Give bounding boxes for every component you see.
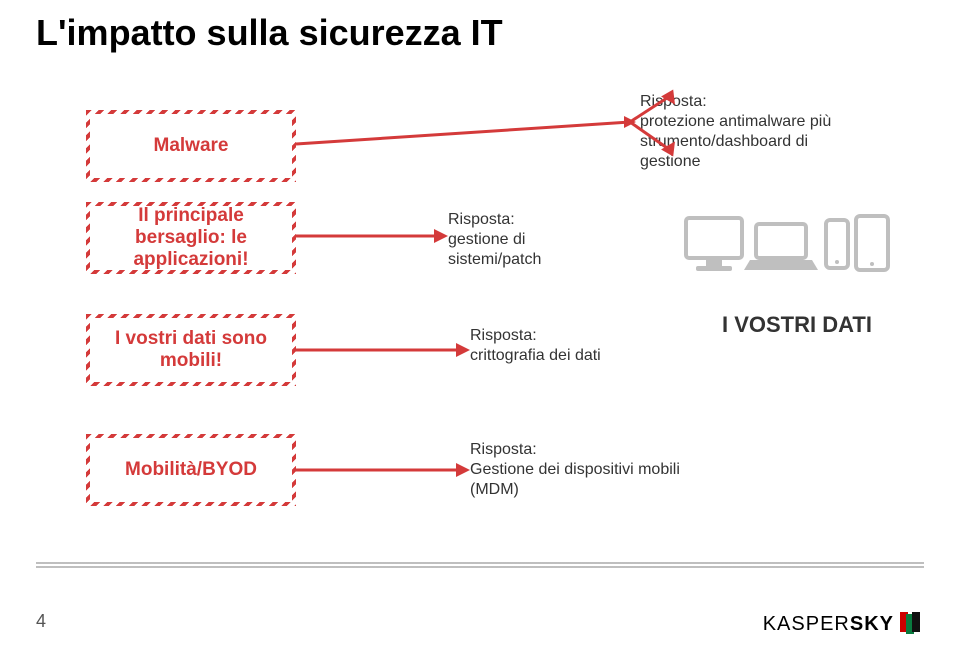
device-icons [682, 210, 892, 282]
response-text: Gestione dei dispositivi mobili (MDM) [470, 460, 680, 500]
response-label: Risposta: [448, 210, 598, 230]
kaspersky-logo: KASPERSKY [763, 612, 924, 636]
response-text: crittografia dei dati [470, 346, 660, 366]
response-label: Risposta: [470, 326, 660, 346]
logo-thin: KASPER [763, 613, 850, 635]
slide-root: L'impatto sulla sicurezza IT Malware Il … [0, 0, 960, 656]
response-text: gestione di sistemi/patch [448, 230, 598, 270]
box-data: I vostri dati sono mobili! [86, 314, 296, 386]
box-apps-label: Il principale bersaglio: le applicazioni… [90, 206, 292, 270]
response-mdm: Risposta: Gestione dei dispositivi mobil… [470, 440, 680, 500]
page-number: 4 [36, 611, 46, 632]
response-label: Risposta: [640, 92, 850, 112]
logo-flag-icon [900, 612, 924, 636]
footer-rule [36, 562, 924, 568]
logo-bold: SKY [850, 613, 894, 635]
response-crypto: Risposta: crittografia dei dati [470, 326, 660, 366]
your-data-heading: I VOSTRI DATI [722, 312, 872, 338]
response-antimalware: Risposta: protezione antimalware più str… [640, 92, 850, 172]
box-byod: Mobilità/BYOD [86, 434, 296, 506]
box-apps: Il principale bersaglio: le applicazioni… [86, 202, 296, 274]
box-byod-label: Mobilità/BYOD [90, 438, 292, 502]
response-text: protezione antimalware più strumento/das… [640, 112, 850, 172]
response-label: Risposta: [470, 440, 680, 460]
box-malware-label: Malware [90, 114, 292, 178]
box-malware: Malware [86, 110, 296, 182]
box-data-label: I vostri dati sono mobili! [90, 318, 292, 382]
response-patch: Risposta: gestione di sistemi/patch [448, 210, 598, 270]
logo-text: KASPERSKY [763, 613, 894, 636]
page-title: L'impatto sulla sicurezza IT [36, 12, 503, 54]
